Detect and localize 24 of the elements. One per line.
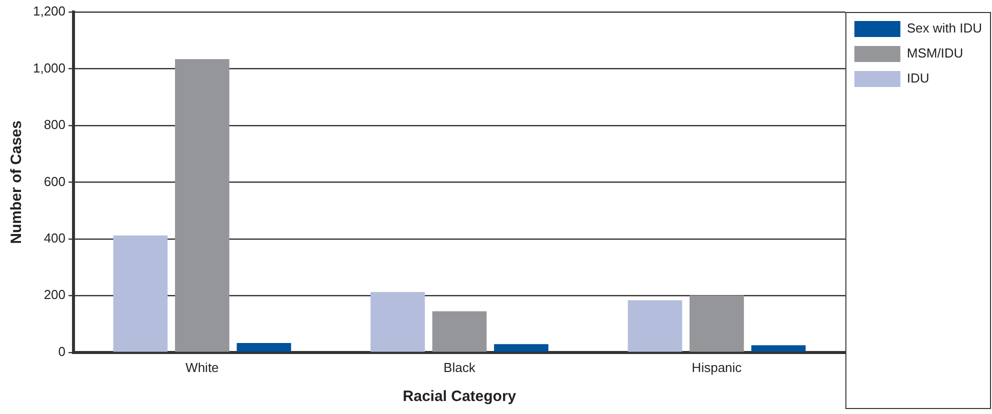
x-tick-label: Hispanic [692, 360, 742, 375]
y-tick-label: 1,200 [32, 4, 66, 19]
legend-label: IDU [906, 70, 930, 86]
bar [494, 344, 548, 352]
legend-label: MSM/IDU [906, 46, 964, 61]
y-tick-label: 400 [44, 230, 66, 246]
y-tick-label: 200 [44, 287, 66, 302]
x-tick-label: Black [444, 360, 476, 375]
bar [113, 236, 168, 352]
y-tick-label: 1,000 [32, 60, 66, 76]
bar [370, 292, 425, 352]
bar [751, 345, 806, 352]
bar [236, 343, 292, 352]
y-tick-label: 0 [58, 344, 66, 359]
bar [432, 311, 487, 352]
y-axis-title: Number of Cases [8, 120, 26, 244]
y-tick-label: 600 [44, 174, 66, 189]
y-tick-label: 800 [44, 117, 66, 132]
x-tick-label: White [186, 360, 219, 375]
bar [690, 295, 744, 352]
x-axis-title: Racial Category [402, 388, 517, 406]
bar [175, 59, 230, 352]
legend-label: Sex with IDU [906, 20, 982, 36]
bar [628, 300, 682, 352]
